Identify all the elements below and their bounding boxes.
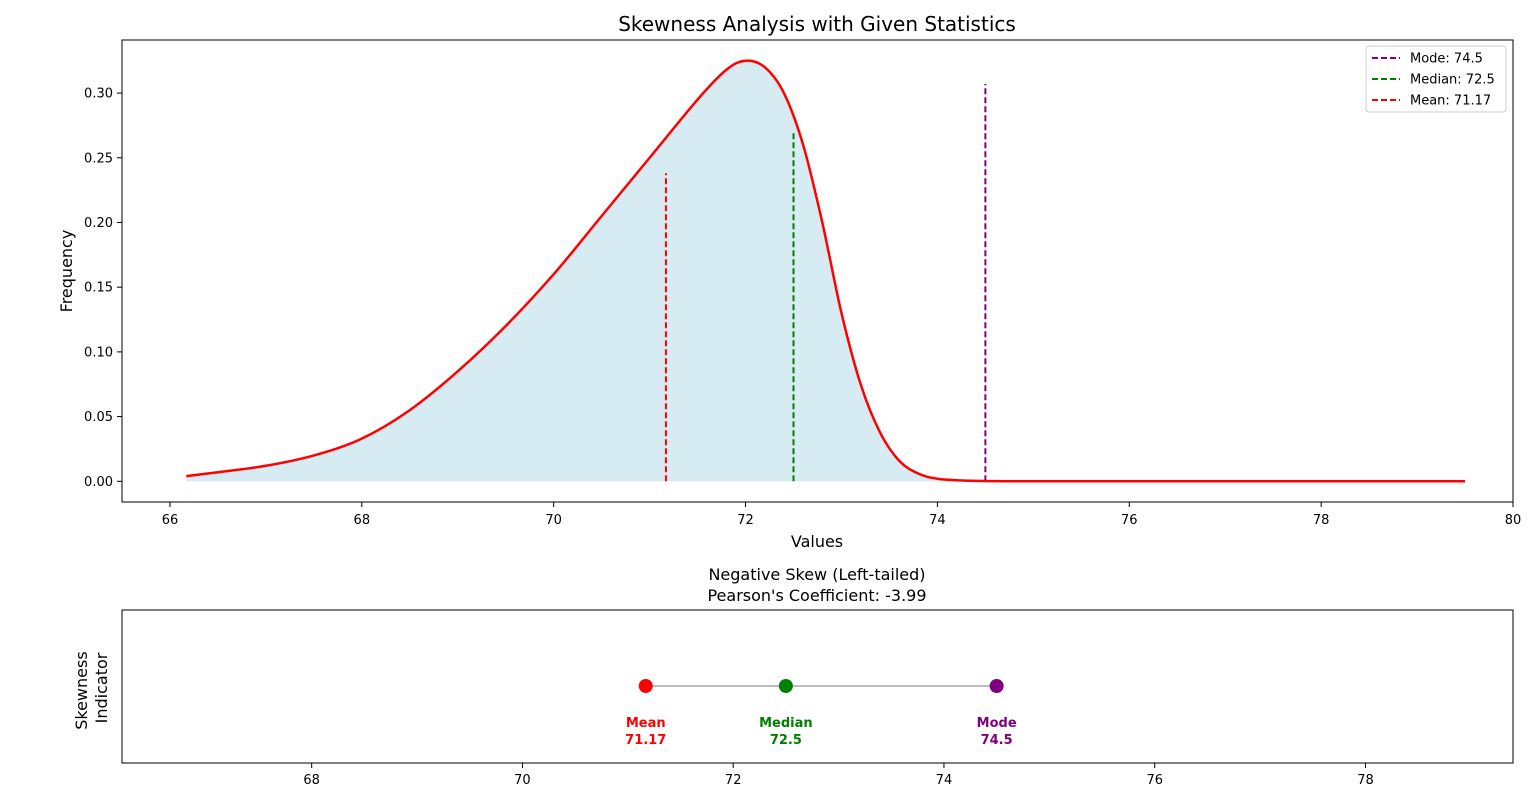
legend-label: Median: 72.5: [1410, 73, 1495, 88]
curve-fill-layer: [186, 60, 1466, 482]
skew-indicator-chart: Negative Skew (Left-tailed) Pearson's Co…: [72, 565, 1514, 788]
main-x-axis-label: Values: [791, 532, 843, 551]
indicator-x-tick-label: 78: [1357, 773, 1374, 788]
x-tick-label: 80: [1505, 513, 1522, 528]
legend-label: Mode: 74.5: [1410, 52, 1483, 67]
indicator-point-median: [778, 679, 793, 693]
y-tick-label: 0.05: [84, 410, 113, 425]
main-chart: Skewness Analysis with Given Statistics …: [57, 12, 1521, 551]
indicator-x-tick-label: 70: [514, 773, 531, 788]
legend-label: Mean: 71.17: [1410, 94, 1491, 109]
y-tick-label: 0.10: [84, 345, 113, 360]
indicator-x-ticks: 68 70 72 74 76 78: [303, 763, 1374, 788]
x-tick-label: 68: [354, 513, 371, 528]
legend-box: [1365, 45, 1507, 113]
indicator-x-tick-label: 68: [303, 773, 320, 788]
main-chart-title: Skewness Analysis with Given Statistics: [618, 12, 1016, 36]
curve-fill-area: [186, 60, 1466, 482]
indicator-point-mode: [989, 679, 1004, 693]
curve-layer: [186, 59, 1466, 483]
x-tick-label: 78: [1313, 513, 1330, 528]
indicator-title: Negative Skew (Left-tailed): [708, 565, 925, 584]
y-tick-label: 0.25: [84, 151, 113, 166]
y-tick-label: 0.15: [84, 281, 113, 296]
main-y-ticks: 0.00 0.05 0.10 0.15 0.20 0.25 0.30: [84, 87, 122, 490]
indicator-point-value: 72.5: [770, 733, 802, 748]
indicator-point-value: 71.17: [625, 733, 666, 748]
y-tick-label: 0.20: [84, 216, 113, 231]
legend: Mode: 74.5 Median: 72.5 Mean: 71.17: [1365, 45, 1507, 113]
main-x-ticks: 66 68 70 72 74 76 78 80: [162, 502, 1522, 528]
indicator-point-value: 74.5: [981, 733, 1013, 748]
indicator-y-label-line-2: Indicator: [92, 652, 111, 723]
indicator-x-tick-label: 76: [1146, 773, 1163, 788]
y-tick-label: 0.00: [84, 475, 113, 490]
reference-lines: [664, 84, 987, 482]
indicator-point-mean: [638, 679, 653, 693]
indicator-x-tick-label: 72: [725, 773, 742, 788]
x-tick-label: 70: [545, 513, 562, 528]
x-tick-label: 76: [1121, 513, 1138, 528]
main-y-axis-label: Frequency: [57, 230, 76, 313]
x-tick-label: 74: [929, 513, 946, 528]
indicator-point-name: Median: [759, 716, 813, 731]
x-tick-label: 72: [737, 513, 754, 528]
x-tick-label: 66: [162, 513, 179, 528]
indicator-plot-frame: [121, 609, 1514, 764]
indicator-point-name: Mean: [626, 716, 666, 731]
main-plot-frame: [121, 39, 1514, 503]
indicator-points: Mean 71.17 Median 72.5 Mode 74.5: [625, 679, 1017, 748]
indicator-y-axis-label: Skewness Indicator: [72, 646, 111, 730]
legend-items: Mode: 74.5 Median: 72.5 Mean: 71.17: [1372, 52, 1495, 109]
indicator-point-name: Mode: [977, 716, 1017, 731]
indicator-y-label-line-1: Skewness: [72, 651, 91, 729]
indicator-x-tick-label: 74: [936, 773, 953, 788]
density-curve: [186, 59, 1466, 483]
y-tick-label: 0.30: [84, 87, 113, 102]
indicator-subtitle: Pearson's Coefficient: -3.99: [707, 586, 926, 605]
